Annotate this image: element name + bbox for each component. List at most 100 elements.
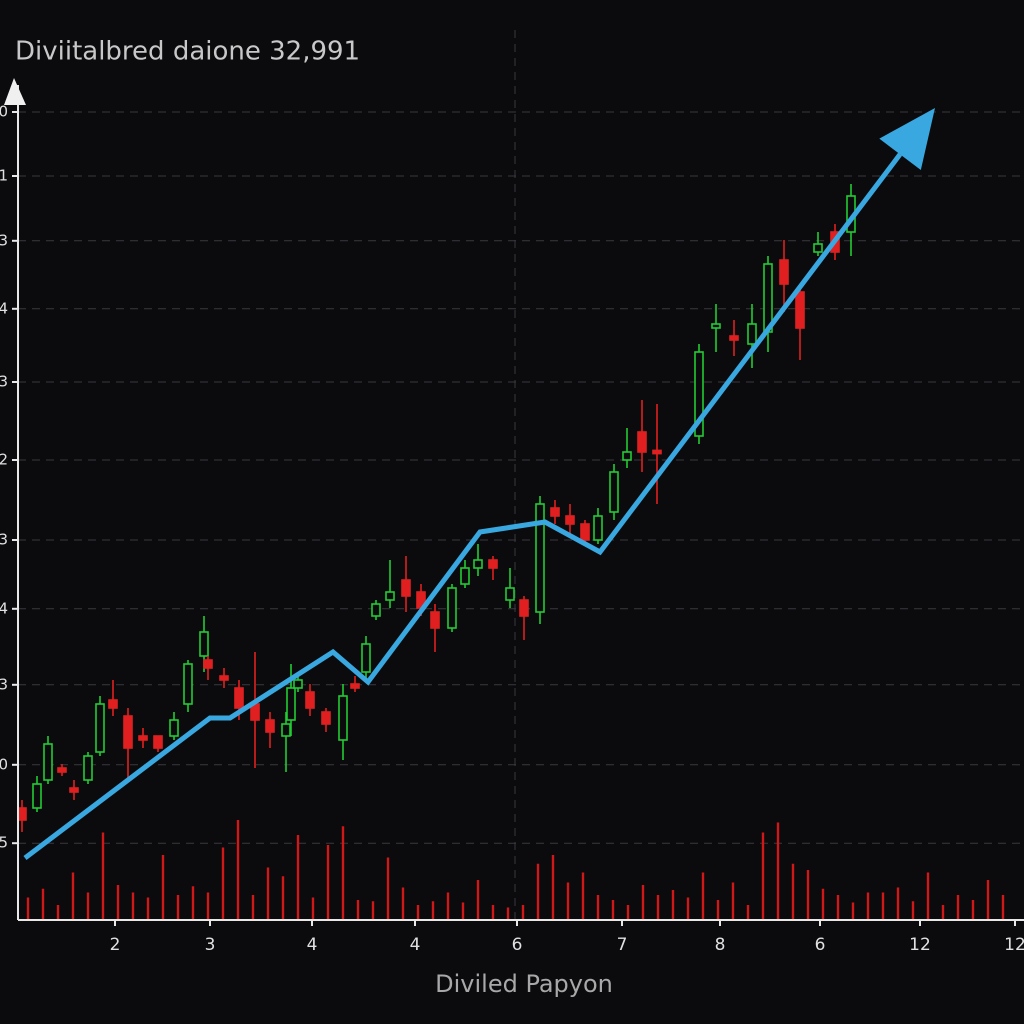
volume-bar xyxy=(656,895,660,920)
y-tick-label: 3 xyxy=(0,531,8,549)
trend-layer xyxy=(23,108,935,860)
volume-bar xyxy=(716,900,720,920)
y-tick-label: 0 xyxy=(0,103,8,121)
volume-bar xyxy=(41,888,45,920)
volume-bar xyxy=(641,885,645,920)
volume-bar xyxy=(611,900,615,920)
volume-bar xyxy=(311,897,315,920)
candle-body xyxy=(281,723,291,737)
volume-bar xyxy=(461,902,465,920)
volume-bar xyxy=(746,905,750,920)
volume-bar xyxy=(146,897,150,920)
candle-body xyxy=(795,291,805,329)
volume-bar xyxy=(851,902,855,920)
y-tick-label: 4 xyxy=(0,599,8,617)
label-layer: 0 1 3 4 3 2 3 4 3 0 5 2 3 4 4 6 7 8 6 12 12 xyxy=(0,103,1024,956)
volume-bar xyxy=(521,905,525,920)
volume-bar xyxy=(176,895,180,920)
volume-bar xyxy=(821,888,825,920)
y-tick-label: 3 xyxy=(0,231,8,249)
volume-bar xyxy=(161,855,165,920)
candle-body xyxy=(488,559,498,569)
volume-bar xyxy=(296,835,300,920)
candle-body xyxy=(747,323,757,345)
x-tick-label: 12 xyxy=(1004,935,1024,955)
candle-body xyxy=(711,323,721,329)
candle-body xyxy=(371,603,381,617)
volume-bar xyxy=(731,882,735,920)
volume-bar xyxy=(791,863,795,920)
volume-bar xyxy=(431,901,435,920)
candle-body xyxy=(535,503,545,613)
candle-body xyxy=(108,699,118,709)
candle-body xyxy=(17,807,27,821)
candle-body xyxy=(286,687,296,721)
volume-bar xyxy=(701,872,705,920)
volume-bar xyxy=(506,907,510,920)
volume-bar xyxy=(551,855,555,920)
volume-bar xyxy=(491,905,495,920)
volume-bar xyxy=(596,895,600,920)
candle-body xyxy=(813,243,823,253)
candle-body xyxy=(550,507,560,517)
candle-body xyxy=(32,783,42,809)
candle-body xyxy=(385,591,395,601)
candle-body xyxy=(183,663,193,705)
x-tick-label: 6 xyxy=(815,935,826,955)
candle-body xyxy=(694,351,704,437)
x-tick-label: 7 xyxy=(617,935,628,955)
volume-bar xyxy=(536,863,540,920)
volume-bar xyxy=(371,901,375,920)
candle-body xyxy=(652,449,662,455)
volume-bar xyxy=(116,885,120,920)
y-tick-label: 3 xyxy=(0,675,8,693)
candle-body xyxy=(153,735,163,749)
volume-bar xyxy=(386,857,390,920)
volume-bar xyxy=(686,897,690,920)
volume-bar xyxy=(236,820,240,920)
candle-body xyxy=(69,787,79,793)
volume-bar xyxy=(926,872,930,920)
volume-bar xyxy=(956,895,960,920)
candle-body xyxy=(338,695,348,741)
volume-bar xyxy=(836,895,840,920)
volume-bar xyxy=(26,897,30,920)
trend-arrowhead xyxy=(879,108,935,170)
volume-bar xyxy=(86,892,90,920)
volume-bar xyxy=(341,826,345,920)
candle-body xyxy=(580,523,590,541)
y-tick-label: 5 xyxy=(0,834,8,852)
volume-bar xyxy=(896,887,900,920)
candle-body xyxy=(95,703,105,753)
volume-bar xyxy=(446,892,450,920)
volume-bar xyxy=(581,872,585,920)
candle-body xyxy=(350,683,360,689)
candle-body xyxy=(203,659,213,669)
volume-bar xyxy=(476,880,480,920)
candle-body xyxy=(447,587,457,629)
candle-body xyxy=(169,719,179,737)
candle-body xyxy=(305,691,315,709)
x-tick-label: 2 xyxy=(110,935,121,955)
x-tick-label: 8 xyxy=(715,935,726,955)
volume-bar xyxy=(221,847,225,920)
volume-bar xyxy=(101,832,105,920)
x-tick-label: 4 xyxy=(307,935,318,955)
candle-body xyxy=(265,719,275,733)
volume-bar xyxy=(71,872,75,920)
candle-body xyxy=(430,611,440,629)
x-tick-label: 12 xyxy=(909,935,931,955)
candle-body xyxy=(401,579,411,597)
volume-bar xyxy=(626,905,630,920)
volume-bar xyxy=(251,895,255,920)
candle-body xyxy=(593,515,603,541)
candle-body xyxy=(609,471,619,513)
trend-line xyxy=(23,152,903,860)
x-tick-label: 3 xyxy=(205,935,216,955)
candle-layer xyxy=(17,184,856,832)
candle-body xyxy=(138,735,148,741)
volume-bar xyxy=(566,882,570,920)
volume-bar xyxy=(1001,895,1005,920)
